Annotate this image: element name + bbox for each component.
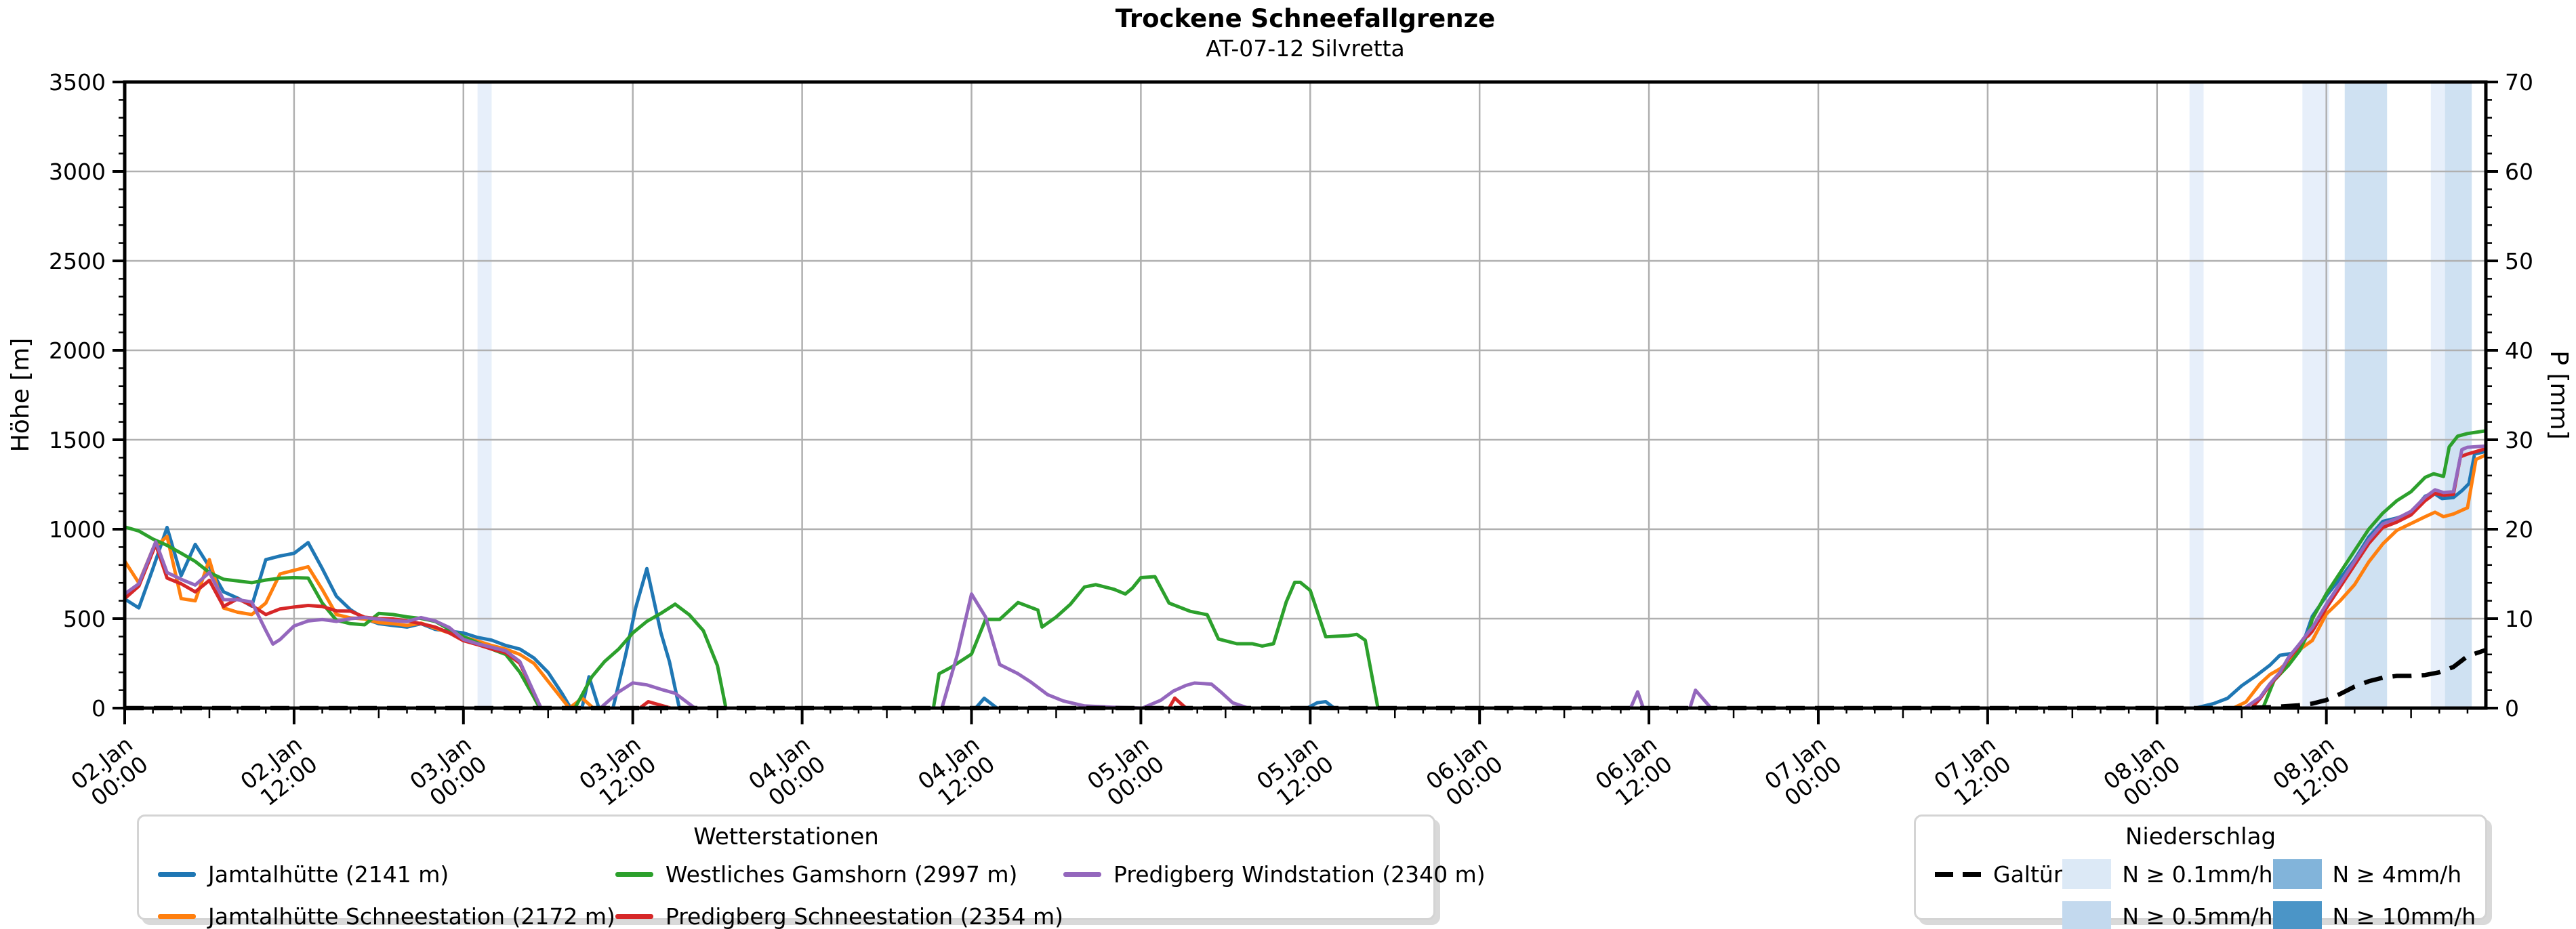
line-swatch: [1063, 871, 1102, 877]
precip-patch: [2062, 859, 2112, 889]
precip-band: [2302, 82, 2329, 708]
legend-niederschlag: Niederschlag Galtür N ≥ 0.1mm/h N ≥ 0.5mm/…: [1914, 814, 2487, 929]
y-right-tick-label: 40: [2505, 337, 2533, 364]
legend-item: Westliches Gamshorn (2997 m): [615, 857, 1063, 891]
legend-column: N ≥ 0.1mm/h N ≥ 0.5mm/h: [2062, 857, 2273, 929]
y-right-tick-label: 50: [2505, 248, 2533, 274]
x-tick-label: 04.Jan12:00: [913, 731, 1000, 815]
legend-niederschlag-items: Galtür N ≥ 0.1mm/h N ≥ 0.5mm/h N ≥ 4mm/h N ≥…: [1935, 857, 2476, 929]
legend-precip-level-label: N ≥ 0.1mm/h: [2122, 861, 2273, 888]
x-tick-label: 07.Jan00:00: [1759, 731, 1846, 815]
y-left-tick-label: 500: [63, 606, 106, 632]
legend-item: N ≥ 0.1mm/h: [2062, 857, 2273, 891]
y-left-tick-label: 0: [91, 695, 106, 722]
series-line: [124, 429, 2487, 710]
y-right-tick-label: 60: [2505, 159, 2533, 185]
legend-item: Predigberg Schneestation (2354 m): [615, 899, 1063, 929]
legend-station-label: Jamtalhütte Schneestation (2172 m): [208, 903, 615, 929]
legend-wetterstationen-items: Jamtalhütte (2141 m) Jamtalhütte Schneest…: [158, 857, 1486, 929]
legend-column: Galtür: [1935, 857, 2062, 891]
chart-subtitle: AT-07-12 Silvretta: [1206, 35, 1405, 62]
precip-patch: [2272, 901, 2322, 929]
legend-item: Predigberg Windstation (2340 m): [1063, 857, 1486, 891]
y-left-tick-label: 3500: [49, 69, 106, 96]
legend-station-label: Jamtalhütte (2141 m): [208, 861, 449, 888]
legend-item: N ≥ 10mm/h: [2272, 899, 2476, 929]
x-tick-label: 03.Jan12:00: [574, 731, 661, 815]
y-axis-label-right: P [mm]: [2545, 350, 2573, 439]
legend-item: Jamtalhütte Schneestation (2172 m): [158, 899, 615, 929]
legend-precip-level-label: N ≥ 4mm/h: [2332, 861, 2462, 888]
precip-patch: [2062, 901, 2112, 929]
x-tick-label: 05.Jan00:00: [1082, 731, 1169, 815]
x-tick-label: 07.Jan12:00: [1929, 731, 2016, 815]
legend-item: N ≥ 4mm/h: [2272, 857, 2476, 891]
y-right-tick-label: 20: [2505, 516, 2533, 543]
line-swatch: [158, 913, 196, 919]
legend-galtuer-label: Galtür: [1993, 861, 2063, 888]
y-left-tick-label: 1000: [49, 516, 106, 543]
y-right-tick-label: 0: [2505, 695, 2519, 722]
x-tick-label: 08.Jan12:00: [2268, 731, 2354, 815]
legend-station-label: Predigberg Schneestation (2354 m): [665, 903, 1064, 929]
legend-wetterstationen: Wetterstationen Jamtalhütte (2141 m) Jamt…: [137, 814, 1486, 929]
dashed-line-swatch: [1935, 871, 1981, 877]
precip-band: [2445, 82, 2472, 708]
y-axis-label-left: Höhe [m]: [7, 338, 35, 453]
legend-niederschlag-title: Niederschlag: [2125, 823, 2276, 850]
x-tick-label: 03.Jan00:00: [405, 731, 491, 815]
line-swatch: [615, 913, 653, 919]
x-tick-label: 06.Jan00:00: [1421, 731, 1508, 815]
legend-precip-level-label: N ≥ 10mm/h: [2332, 903, 2476, 929]
y-left-tick-label: 2500: [49, 248, 106, 274]
x-tick-label: 06.Jan12:00: [1591, 731, 1677, 815]
precip-band: [477, 82, 492, 708]
precip-band: [2189, 82, 2204, 708]
legend-item: Galtür: [1935, 857, 2062, 891]
legend-column: Jamtalhütte (2141 m) Jamtalhütte Schneest…: [158, 857, 615, 929]
legend-column: Predigberg Windstation (2340 m): [1063, 857, 1486, 891]
x-tick-label: 04.Jan00:00: [743, 731, 830, 815]
legend-station-label: Predigberg Windstation (2340 m): [1113, 861, 1486, 888]
legend-item: N ≥ 0.5mm/h: [2062, 899, 2273, 929]
precip-band: [2430, 82, 2445, 708]
precip-patch: [2272, 859, 2322, 889]
line-swatch: [158, 871, 196, 877]
x-tick-label: 08.Jan00:00: [2098, 731, 2185, 815]
y-left-tick-label: 1500: [49, 427, 106, 453]
y-right-tick-label: 30: [2505, 427, 2533, 453]
x-tick-label: 05.Jan12:00: [1252, 731, 1338, 815]
legend-wetterstationen-title: Wetterstationen: [693, 823, 879, 850]
legend-station-label: Westliches Gamshorn (2997 m): [665, 861, 1018, 888]
x-tick-label: 02.Jan00:00: [66, 731, 152, 815]
y-left-tick-label: 3000: [49, 159, 106, 185]
legend-column: Westliches Gamshorn (2997 m) Predigberg S…: [615, 857, 1063, 929]
series-line: [125, 648, 2487, 711]
y-right-tick-label: 10: [2505, 606, 2533, 632]
legend-column: N ≥ 4mm/h N ≥ 10mm/h: [2272, 857, 2476, 929]
legend-item: Jamtalhütte (2141 m): [158, 857, 615, 891]
line-swatch: [615, 871, 653, 877]
chart-title: Trockene Schneefallgrenze: [1115, 4, 1496, 33]
plot-frame: [123, 80, 2488, 710]
legend-precip-level-label: N ≥ 0.5mm/h: [2122, 903, 2273, 929]
y-left-tick-label: 2000: [49, 337, 106, 364]
series-line: [123, 444, 2487, 710]
x-tick-label: 02.Jan12:00: [235, 731, 322, 815]
precip-band: [2344, 82, 2388, 708]
y-right-tick-label: 70: [2505, 69, 2533, 96]
